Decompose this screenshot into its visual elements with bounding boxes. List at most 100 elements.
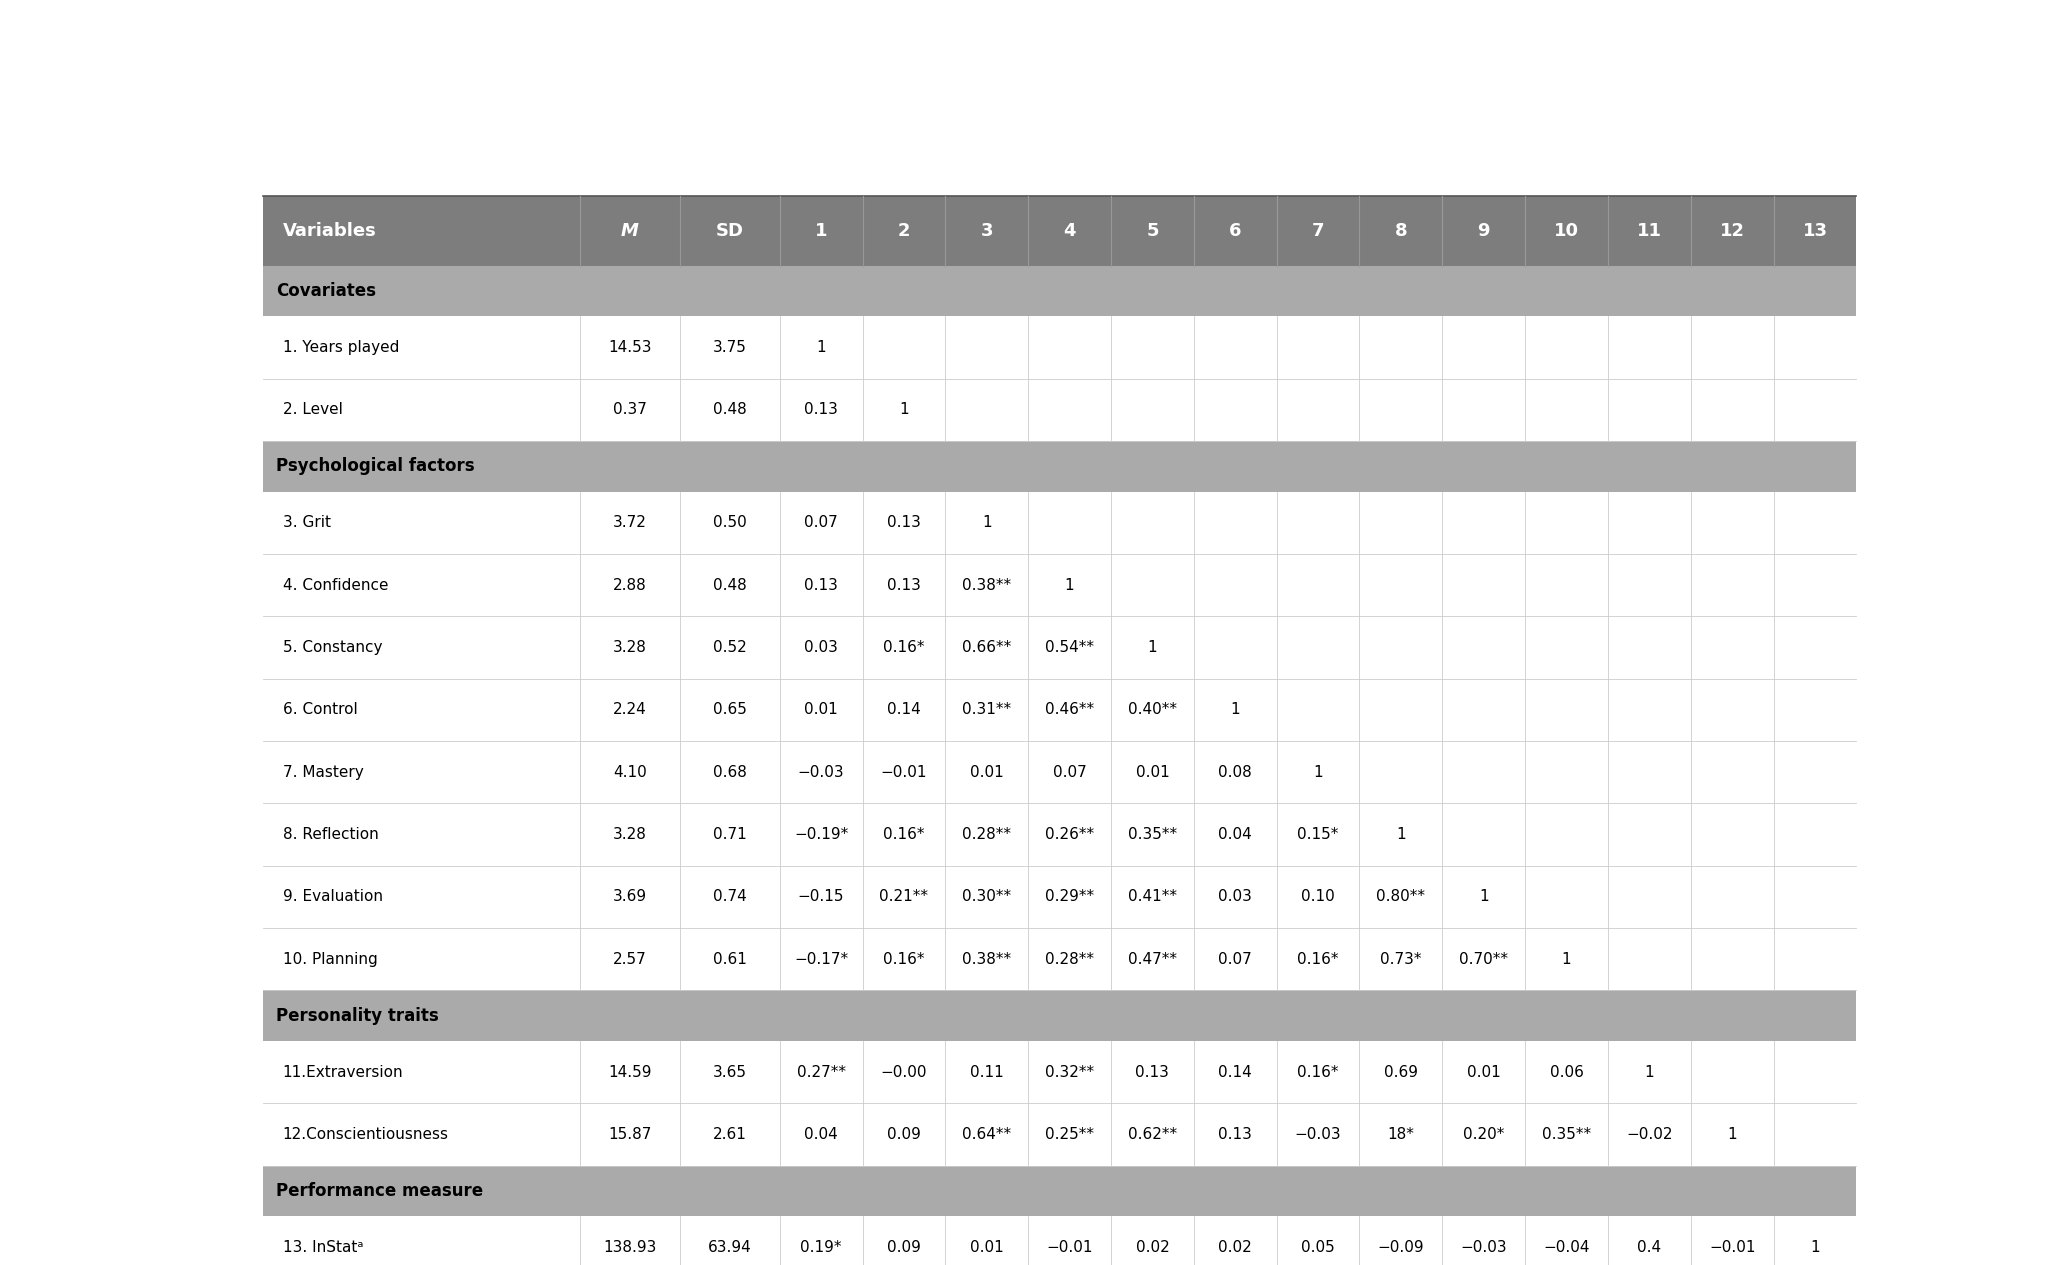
Text: 2.61: 2.61 — [713, 1127, 747, 1142]
Text: 0.48: 0.48 — [713, 578, 747, 593]
Text: 0.14: 0.14 — [887, 702, 920, 717]
Text: 0.38**: 0.38** — [962, 951, 1011, 966]
Text: 0.80**: 0.80** — [1377, 889, 1425, 904]
Text: 0.35**: 0.35** — [1127, 827, 1177, 842]
Bar — [263, 266, 1857, 316]
Text: 2: 2 — [898, 221, 910, 239]
Text: 0.71: 0.71 — [713, 827, 747, 842]
Text: 3: 3 — [980, 221, 993, 239]
Text: 10. Planning: 10. Planning — [283, 951, 376, 966]
Text: 0.09: 0.09 — [887, 1240, 920, 1255]
Text: 4: 4 — [1063, 221, 1075, 239]
Bar — [263, 1217, 1857, 1265]
Text: 3.28: 3.28 — [612, 640, 647, 655]
Text: 1: 1 — [815, 221, 827, 239]
Text: 5: 5 — [1146, 221, 1158, 239]
Text: 0.16*: 0.16* — [1297, 951, 1338, 966]
Text: 0.15*: 0.15* — [1297, 827, 1338, 842]
Text: 0.01: 0.01 — [1466, 1065, 1501, 1080]
Text: −0.04: −0.04 — [1543, 1240, 1590, 1255]
Text: 0.46**: 0.46** — [1044, 702, 1094, 717]
Text: 12.Conscientiousness: 12.Conscientiousness — [283, 1127, 449, 1142]
Text: −0.01: −0.01 — [881, 765, 926, 779]
Text: 2.57: 2.57 — [612, 951, 647, 966]
Text: 11: 11 — [1638, 221, 1663, 239]
Text: 1: 1 — [1644, 1065, 1654, 1080]
Text: 8. Reflection: 8. Reflection — [283, 827, 378, 842]
Bar — [263, 679, 1857, 741]
Text: 0.32**: 0.32** — [1044, 1065, 1094, 1080]
Text: 1: 1 — [982, 515, 991, 530]
Bar — [263, 616, 1857, 679]
Text: 2.24: 2.24 — [612, 702, 647, 717]
Text: M: M — [620, 221, 639, 239]
Text: −0.15: −0.15 — [798, 889, 844, 904]
Text: 18*: 18* — [1388, 1127, 1415, 1142]
Text: 7. Mastery: 7. Mastery — [283, 765, 364, 779]
Text: 0.05: 0.05 — [1301, 1240, 1336, 1255]
Text: 0.31**: 0.31** — [962, 702, 1011, 717]
Text: −0.02: −0.02 — [1625, 1127, 1673, 1142]
Text: 0.37: 0.37 — [612, 402, 647, 417]
Text: 0.02: 0.02 — [1135, 1240, 1168, 1255]
Text: 0.50: 0.50 — [713, 515, 747, 530]
Text: 3.69: 3.69 — [612, 889, 647, 904]
Text: 0.14: 0.14 — [1218, 1065, 1251, 1080]
Text: 9: 9 — [1477, 221, 1489, 239]
Text: 0.28**: 0.28** — [1044, 951, 1094, 966]
Text: 0.13: 0.13 — [804, 578, 838, 593]
Text: 0.03: 0.03 — [804, 640, 838, 655]
Text: 10: 10 — [1553, 221, 1580, 239]
Text: −0.03: −0.03 — [1460, 1240, 1508, 1255]
Text: 0.16*: 0.16* — [883, 951, 924, 966]
Bar — [263, 1166, 1857, 1217]
Text: −0.01: −0.01 — [1708, 1240, 1756, 1255]
Text: −0.03: −0.03 — [1295, 1127, 1342, 1142]
Text: 0.26**: 0.26** — [1044, 827, 1094, 842]
Text: 0.13: 0.13 — [887, 578, 920, 593]
Text: 1: 1 — [1810, 1240, 1820, 1255]
Text: 9. Evaluation: 9. Evaluation — [283, 889, 383, 904]
Text: 1. Years played: 1. Years played — [283, 340, 399, 355]
Text: 0.01: 0.01 — [970, 765, 1003, 779]
Text: 3. Grit: 3. Grit — [283, 515, 331, 530]
Bar — [263, 1103, 1857, 1166]
Text: −0.19*: −0.19* — [794, 827, 848, 842]
Text: 0.13: 0.13 — [887, 515, 920, 530]
Text: 0.54**: 0.54** — [1044, 640, 1094, 655]
Bar — [263, 492, 1857, 554]
Text: 0.09: 0.09 — [887, 1127, 920, 1142]
Text: Performance measure: Performance measure — [277, 1182, 484, 1200]
Text: 6: 6 — [1228, 221, 1241, 239]
Text: 0.07: 0.07 — [804, 515, 838, 530]
Text: 1: 1 — [1230, 702, 1241, 717]
Text: 0.06: 0.06 — [1549, 1065, 1584, 1080]
Text: 0.68: 0.68 — [713, 765, 747, 779]
Text: 0.28**: 0.28** — [962, 827, 1011, 842]
Text: 8: 8 — [1394, 221, 1406, 239]
Text: 0.52: 0.52 — [713, 640, 747, 655]
Text: 0.03: 0.03 — [1218, 889, 1251, 904]
Text: −0.00: −0.00 — [881, 1065, 926, 1080]
Bar — [263, 196, 1857, 266]
Text: 1: 1 — [817, 340, 825, 355]
Text: 1: 1 — [900, 402, 908, 417]
Text: 0.40**: 0.40** — [1127, 702, 1177, 717]
Text: 0.07: 0.07 — [1218, 951, 1251, 966]
Text: 0.04: 0.04 — [1218, 827, 1251, 842]
Text: 0.19*: 0.19* — [800, 1240, 842, 1255]
Text: 0.16*: 0.16* — [883, 827, 924, 842]
Text: 0.70**: 0.70** — [1460, 951, 1508, 966]
Text: 0.21**: 0.21** — [879, 889, 929, 904]
Text: Personality traits: Personality traits — [277, 1007, 438, 1025]
Text: 0.13: 0.13 — [1218, 1127, 1251, 1142]
Text: 0.35**: 0.35** — [1543, 1127, 1590, 1142]
Text: 11.Extraversion: 11.Extraversion — [283, 1065, 403, 1080]
Text: 4. Confidence: 4. Confidence — [283, 578, 389, 593]
Bar — [263, 741, 1857, 803]
Text: −0.01: −0.01 — [1046, 1240, 1092, 1255]
Text: Covariates: Covariates — [277, 282, 376, 300]
Text: −0.03: −0.03 — [798, 765, 844, 779]
Bar — [263, 378, 1857, 441]
Text: SD: SD — [716, 221, 744, 239]
